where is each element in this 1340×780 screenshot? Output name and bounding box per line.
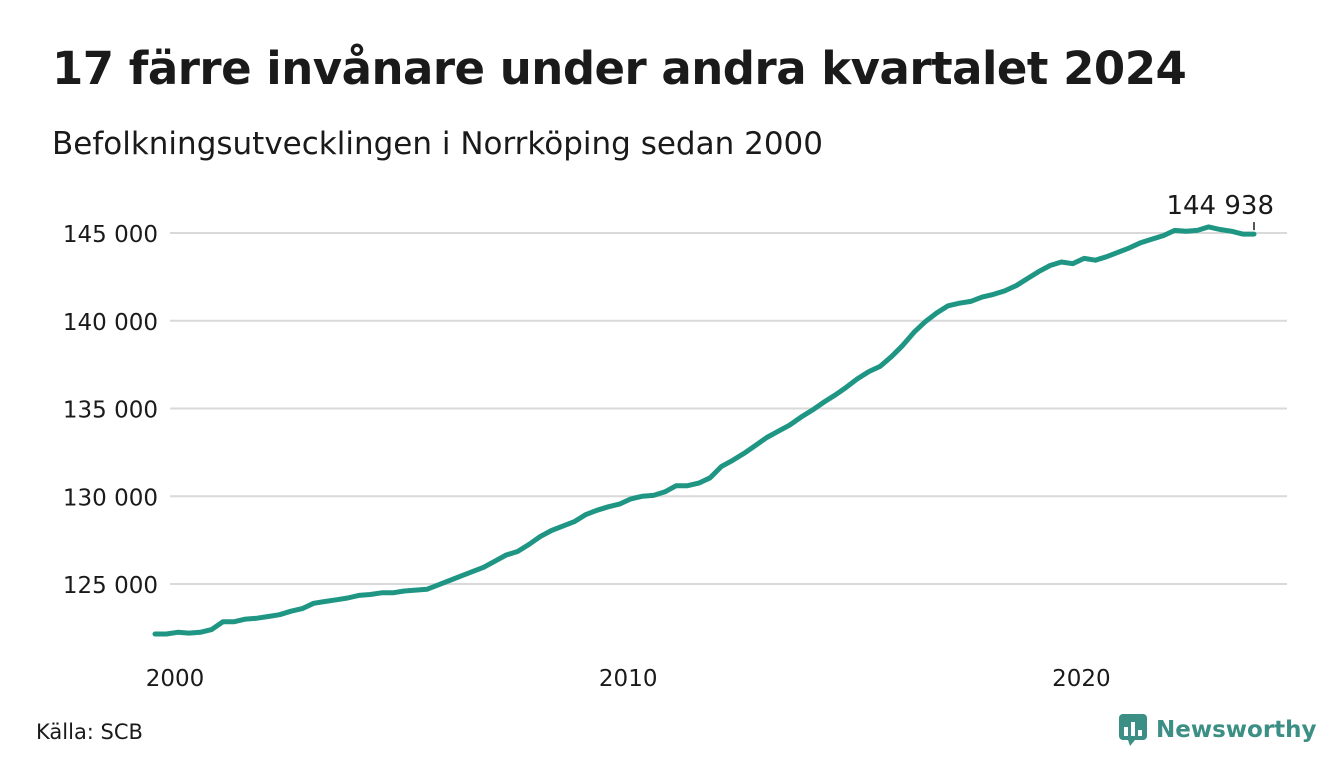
y-tick-label: 145 000	[63, 222, 158, 248]
x-tick-label: 2010	[599, 666, 658, 692]
x-tick-label: 2000	[146, 666, 205, 692]
brand-name: Newsworthy	[1156, 717, 1317, 743]
chart-subtitle: Befolkningsutvecklingen i Norrköping sed…	[52, 126, 824, 162]
population-line	[152, 224, 1257, 637]
end-value-label: 144 938	[1166, 191, 1274, 221]
x-tick-labels: 2000 2010 2020	[146, 666, 1111, 692]
brand-logo[interactable]: Newsworthy	[1118, 713, 1317, 747]
y-tick-label: 135 000	[63, 398, 158, 424]
series-layer	[152, 224, 1257, 637]
annotation-layer: 144 938	[1166, 191, 1274, 231]
y-tick-label: 130 000	[63, 485, 158, 511]
source-note: Källa: SCB	[36, 720, 143, 744]
grid-lines	[170, 232, 1287, 585]
y-tick-labels: 125 000 130 000 135 000 140 000 145 000	[63, 222, 158, 599]
y-tick-label: 140 000	[63, 310, 158, 336]
x-tick-label: 2020	[1052, 666, 1111, 692]
bar-chart-speech-bubble-icon	[1119, 714, 1147, 746]
y-tick-label: 125 000	[63, 573, 158, 599]
line-chart: 125 000 130 000 135 000 140 000 145 000 2000…	[63, 191, 1287, 692]
chart-title: 17 färre invånare under andra kvartalet …	[52, 42, 1187, 95]
